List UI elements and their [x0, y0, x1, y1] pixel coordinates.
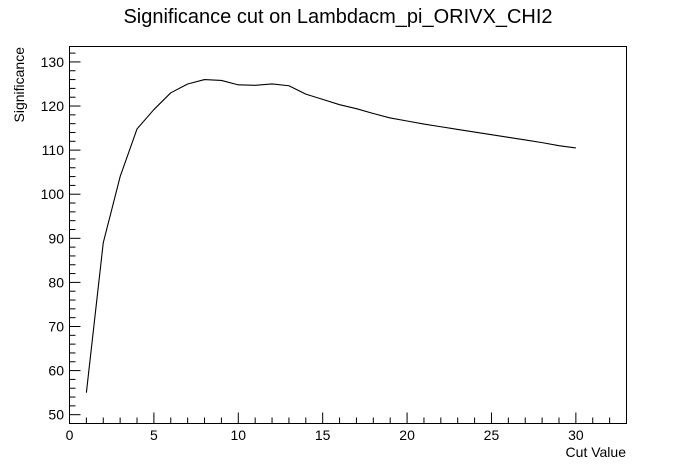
x-tick-label: 25 — [484, 427, 500, 443]
x-axis-label: Cut Value — [566, 444, 627, 460]
y-tick-label: 130 — [41, 54, 65, 70]
y-axis-ticks — [69, 52, 81, 424]
x-tick-label: 0 — [66, 427, 74, 443]
y-tick-label: 50 — [48, 407, 64, 423]
y-tick-label: 80 — [48, 274, 64, 290]
y-tick-label: 70 — [48, 318, 64, 334]
y-tick-label: 100 — [41, 186, 65, 202]
y-tick-label: 60 — [48, 363, 64, 379]
x-tick-label: 30 — [568, 427, 584, 443]
x-axis-tick-labels: 0 5 10 15 20 25 30 — [66, 427, 584, 443]
y-tick-label: 90 — [48, 230, 64, 246]
series-line — [85, 79, 576, 393]
x-axis-ticks — [69, 412, 627, 424]
y-axis-label: Significance — [11, 47, 27, 123]
x-tick-label: 5 — [150, 427, 158, 443]
plot-frame — [69, 46, 627, 424]
y-tick-label: 110 — [42, 142, 65, 158]
x-tick-label: 15 — [315, 427, 331, 443]
y-tick-label: 120 — [41, 98, 65, 114]
x-tick-label: 10 — [230, 427, 246, 443]
x-tick-label: 20 — [399, 427, 415, 443]
chart-title: Significance cut on Lambdacm_pi_ORIVX_CH… — [123, 6, 552, 28]
y-axis-tick-labels: 50 60 70 80 90 100 110 120 130 — [41, 54, 65, 423]
